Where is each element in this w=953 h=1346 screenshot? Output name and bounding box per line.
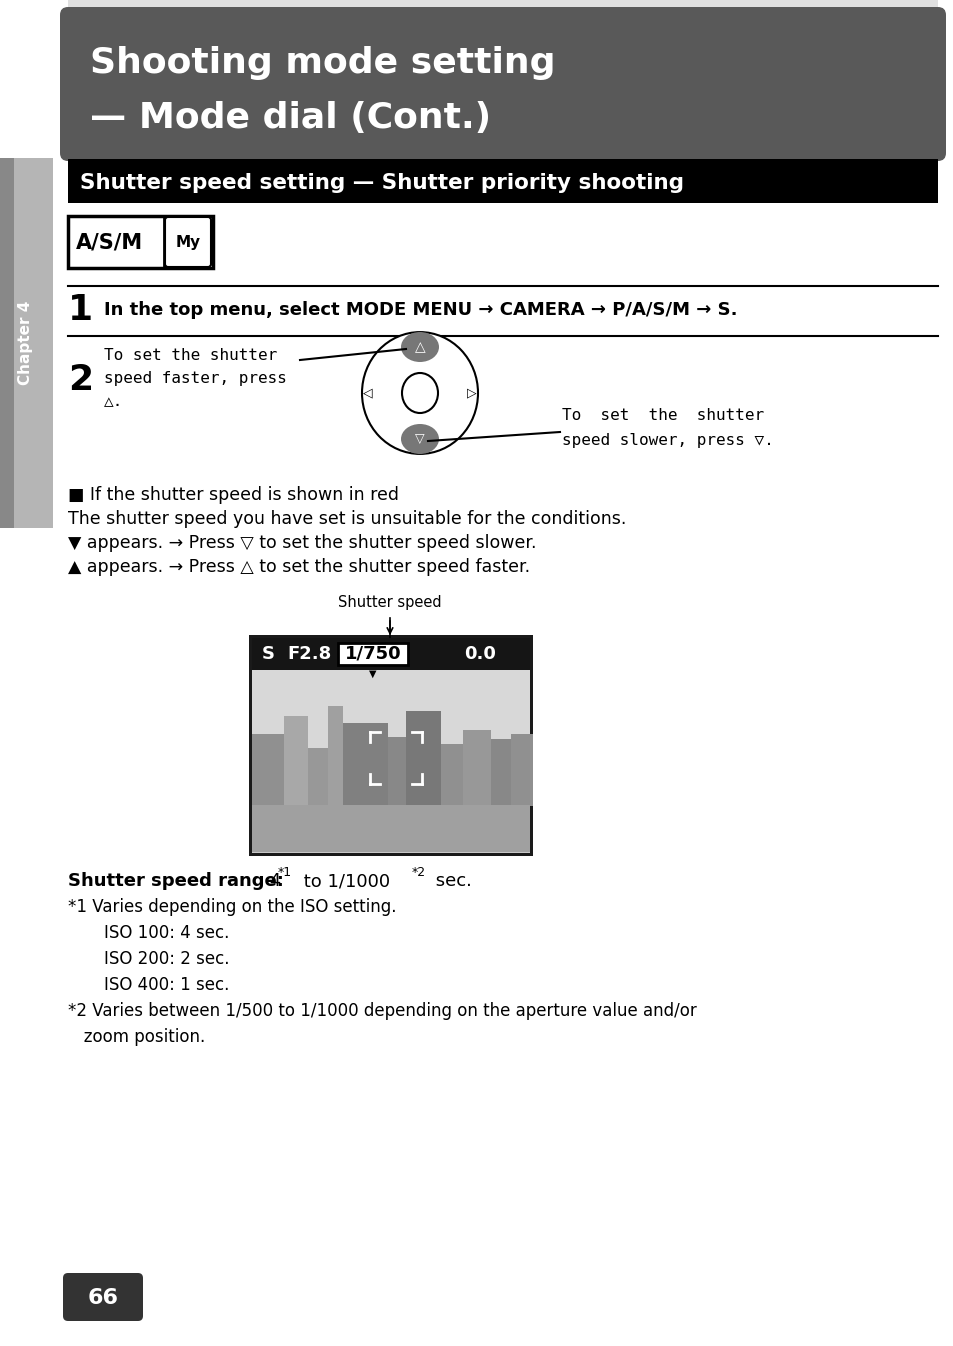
Text: To set the shutter: To set the shutter <box>104 349 277 363</box>
Text: zoom position.: zoom position. <box>68 1028 205 1046</box>
Ellipse shape <box>361 332 477 454</box>
Ellipse shape <box>401 373 437 413</box>
Text: *1: *1 <box>277 865 292 879</box>
Bar <box>0 157 53 528</box>
Text: speed faster, press: speed faster, press <box>104 371 287 386</box>
Text: S: S <box>261 645 274 664</box>
Text: to 1/1000: to 1/1000 <box>297 872 390 890</box>
Bar <box>491 739 511 806</box>
Text: △: △ <box>415 341 425 354</box>
Bar <box>252 668 530 754</box>
Text: ▷: ▷ <box>467 386 476 400</box>
Bar <box>337 643 408 665</box>
Bar <box>252 734 284 806</box>
Text: — Mode dial (Cont.): — Mode dial (Cont.) <box>90 101 491 135</box>
Text: 0.0: 0.0 <box>463 645 496 664</box>
Text: sec.: sec. <box>430 872 472 890</box>
Bar <box>252 638 530 853</box>
FancyBboxPatch shape <box>165 217 211 267</box>
Text: 1: 1 <box>68 293 93 327</box>
Text: 1/750: 1/750 <box>344 645 401 664</box>
Text: My: My <box>175 236 200 250</box>
Bar <box>308 748 328 806</box>
Bar <box>252 638 530 670</box>
Text: ◁: ◁ <box>363 386 373 400</box>
Ellipse shape <box>400 424 438 454</box>
Bar <box>328 707 343 806</box>
Text: Chapter 4: Chapter 4 <box>18 300 33 385</box>
Bar <box>388 738 406 806</box>
Text: *2: *2 <box>412 865 426 879</box>
Bar <box>343 723 388 806</box>
Text: ▼: ▼ <box>369 669 376 678</box>
Text: ISO 400: 1 sec.: ISO 400: 1 sec. <box>104 976 229 993</box>
Bar <box>511 734 533 806</box>
Text: *1 Varies depending on the ISO setting.: *1 Varies depending on the ISO setting. <box>68 898 396 917</box>
Ellipse shape <box>400 332 438 362</box>
Text: ■ If the shutter speed is shown in red: ■ If the shutter speed is shown in red <box>68 486 398 503</box>
Bar <box>252 805 530 852</box>
Bar <box>462 730 491 806</box>
Text: Shutter speed setting — Shutter priority shooting: Shutter speed setting — Shutter priority… <box>80 174 683 192</box>
FancyBboxPatch shape <box>60 7 945 162</box>
Text: 4: 4 <box>264 872 281 890</box>
Text: A/S/M: A/S/M <box>76 233 143 253</box>
Text: ▽: ▽ <box>415 432 424 446</box>
Text: ISO 100: 4 sec.: ISO 100: 4 sec. <box>104 923 229 942</box>
Text: Shutter speed range:: Shutter speed range: <box>68 872 284 890</box>
Text: △.: △. <box>104 394 123 409</box>
Text: To  set  the  shutter: To set the shutter <box>561 408 763 423</box>
Text: F2.8: F2.8 <box>288 645 332 664</box>
Text: ▲ appears. → Press △ to set the shutter speed faster.: ▲ appears. → Press △ to set the shutter … <box>68 559 530 576</box>
Text: In the top menu, select MODE MENU → CAMERA → P/A/S/M → S.: In the top menu, select MODE MENU → CAME… <box>104 302 737 319</box>
Text: ▼ appears. → Press ▽ to set the shutter speed slower.: ▼ appears. → Press ▽ to set the shutter … <box>68 534 536 552</box>
Bar <box>406 711 440 806</box>
Bar <box>68 159 937 203</box>
Bar <box>68 0 937 17</box>
Text: 66: 66 <box>88 1288 118 1308</box>
Text: speed slower, press ▽.: speed slower, press ▽. <box>561 433 773 448</box>
Bar <box>0 157 14 528</box>
Bar <box>440 744 462 806</box>
Bar <box>68 215 213 268</box>
Text: ISO 200: 2 sec.: ISO 200: 2 sec. <box>104 950 230 968</box>
Text: Shooting mode setting: Shooting mode setting <box>90 46 555 79</box>
Text: The shutter speed you have set is unsuitable for the conditions.: The shutter speed you have set is unsuit… <box>68 510 626 528</box>
FancyBboxPatch shape <box>63 1273 143 1320</box>
Bar <box>284 716 308 806</box>
Text: Shutter speed: Shutter speed <box>337 595 441 610</box>
Bar <box>249 635 533 856</box>
Text: 2: 2 <box>68 363 93 397</box>
Text: *2 Varies between 1/500 to 1/1000 depending on the aperture value and/or: *2 Varies between 1/500 to 1/1000 depend… <box>68 1001 696 1020</box>
